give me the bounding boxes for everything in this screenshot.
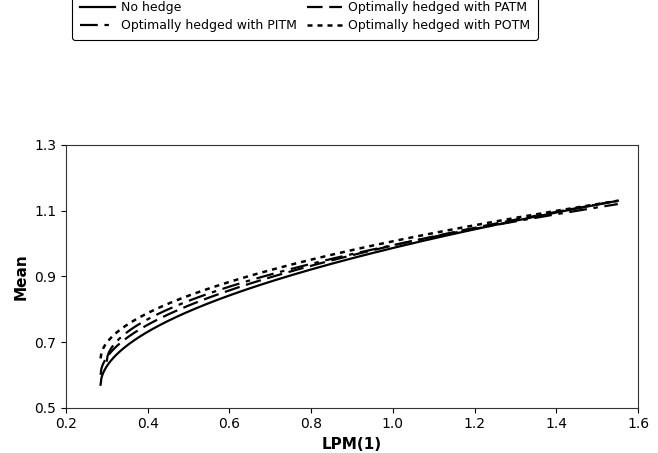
Optimally hedged with PITM (193, 295, 201, 300)
Optimally hedged with POTM (230, 278, 238, 284)
Optimally hedged with PATM (330, 257, 338, 262)
Optimally hedged with PATM (486, 222, 494, 227)
Optimally hedged with PITM (614, 201, 622, 207)
Optimally hedged with POTM (401, 236, 409, 241)
Optimally hedged with PITM (488, 223, 495, 228)
No hedge (614, 198, 622, 203)
Optimally hedged with PATM (614, 198, 622, 203)
Line: No hedge: No hedge (101, 201, 618, 385)
No hedge (97, 382, 105, 387)
Optimally hedged with PATM (442, 231, 450, 236)
No hedge (230, 291, 238, 297)
Line: Optimally hedged with PITM: Optimally hedged with PITM (107, 204, 618, 361)
Optimally hedged with PATM (230, 286, 238, 292)
Optimally hedged with PITM (404, 239, 412, 245)
No hedge (442, 233, 450, 238)
Optimally hedged with POTM (614, 198, 622, 203)
Optimally hedged with PATM (188, 301, 196, 307)
Optimally hedged with POTM (486, 220, 494, 225)
Line: Optimally hedged with POTM: Optimally hedged with POTM (101, 201, 618, 358)
Optimally hedged with PITM (234, 281, 242, 287)
Optimally hedged with PATM (401, 240, 409, 246)
Optimally hedged with PITM (103, 359, 111, 364)
No hedge (330, 260, 338, 265)
No hedge (188, 307, 196, 313)
Line: Optimally hedged with PATM: Optimally hedged with PATM (101, 201, 618, 375)
Optimally hedged with POTM (188, 292, 196, 297)
No hedge (401, 242, 409, 248)
Optimally hedged with POTM (330, 251, 338, 257)
Optimally hedged with PITM (444, 231, 452, 236)
No hedge (486, 223, 494, 229)
Optimally hedged with POTM (97, 356, 105, 361)
Optimally hedged with POTM (442, 228, 450, 233)
Optimally hedged with PATM (97, 372, 105, 378)
Legend: No hedge, Optimally hedged with PITM, Optimally hedged with PATM, Optimally hedg: No hedge, Optimally hedged with PITM, Op… (72, 0, 538, 39)
Y-axis label: Mean: Mean (13, 253, 28, 300)
X-axis label: LPM(1): LPM(1) (322, 437, 382, 452)
Optimally hedged with PITM (334, 255, 342, 260)
